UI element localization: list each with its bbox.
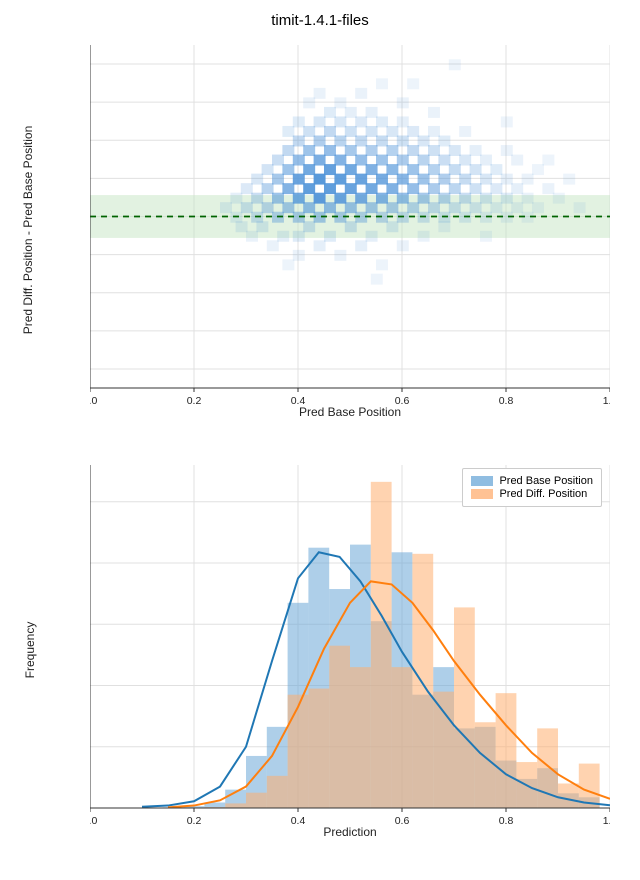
bottom-ylabel: Frequency bbox=[23, 622, 37, 679]
legend-label-b: Pred Diff. Position bbox=[499, 488, 587, 500]
svg-text:0.2: 0.2 bbox=[187, 815, 202, 827]
bottom-ylabel-svg: Frequency bbox=[20, 460, 40, 840]
legend-item-a: Pred Base Position bbox=[471, 475, 593, 487]
svg-text:0.4: 0.4 bbox=[291, 815, 306, 827]
legend-swatch-a bbox=[471, 476, 493, 486]
top-ylabel: Pred Diff. Position - Pred Base Position bbox=[21, 126, 35, 335]
top-ylabel-svg: Pred Diff. Position - Pred Base Position bbox=[18, 40, 38, 420]
legend-item-b: Pred Diff. Position bbox=[471, 488, 593, 500]
legend: Pred Base Position Pred Diff. Position bbox=[462, 468, 602, 507]
svg-text:0.0: 0.0 bbox=[90, 395, 97, 407]
svg-text:0.6: 0.6 bbox=[395, 815, 410, 827]
svg-text:0.8: 0.8 bbox=[499, 395, 514, 407]
svg-text:Pred Base Position: Pred Base Position bbox=[299, 405, 401, 419]
bottom-plot-svg: 0.00.20.40.60.81.00200040006000800010000… bbox=[90, 460, 610, 840]
top-panel: 0.00.20.40.60.81.0−0.32−0.24−0.16−0.080.… bbox=[90, 40, 610, 420]
svg-text:0.2: 0.2 bbox=[187, 395, 202, 407]
svg-text:1.0: 1.0 bbox=[603, 815, 610, 827]
legend-label-a: Pred Base Position bbox=[499, 475, 593, 487]
svg-text:0.8: 0.8 bbox=[499, 815, 514, 827]
bottom-panel: 0.00.20.40.60.81.00200040006000800010000… bbox=[90, 460, 610, 840]
top-plot-svg: 0.00.20.40.60.81.0−0.32−0.24−0.16−0.080.… bbox=[90, 40, 610, 420]
legend-swatch-b bbox=[471, 489, 493, 499]
svg-text:Prediction: Prediction bbox=[323, 825, 376, 839]
svg-text:1.0: 1.0 bbox=[603, 395, 610, 407]
figure: timit-1.4.1-files 0.00.20.40.60.81.0−0.3… bbox=[0, 0, 640, 880]
svg-text:0.0: 0.0 bbox=[90, 815, 97, 827]
figure-title: timit-1.4.1-files bbox=[0, 12, 640, 29]
